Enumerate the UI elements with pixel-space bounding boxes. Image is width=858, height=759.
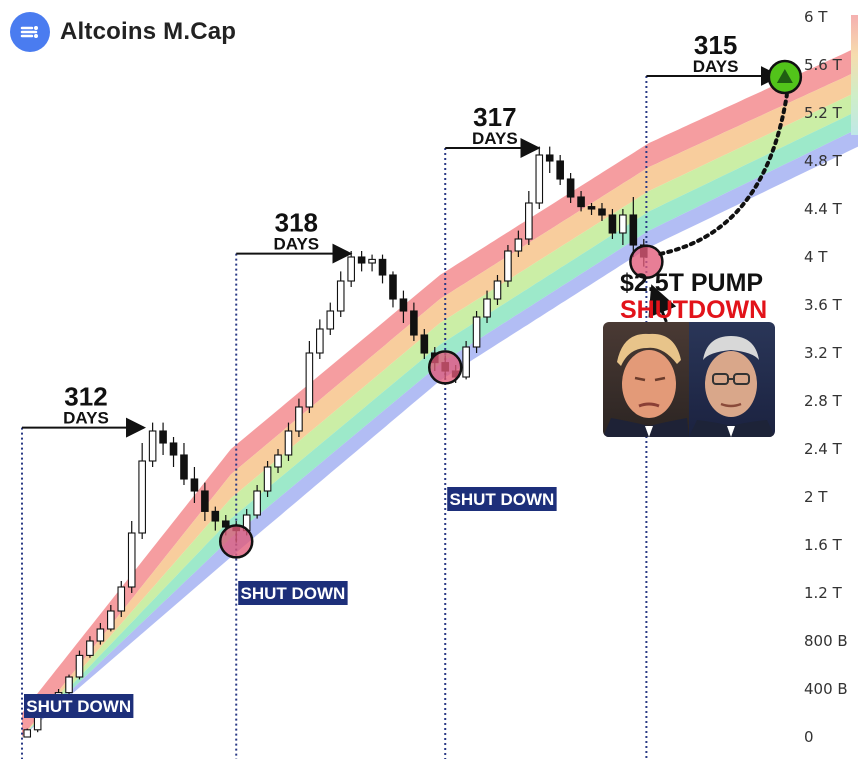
cycle-3-shutdown-badge-text: SHUT DOWN [450,490,555,509]
brand: Altcoins M.Cap [10,12,236,52]
y-tick-label: 4.4 T [804,200,843,218]
candle-body-44 [472,316,481,348]
cycle-1-shutdown-badge-text: SHUT DOWN [26,697,131,716]
legend-strip [851,15,858,135]
candle-body-38 [410,310,418,336]
cycle-2-shutdown-badge-text: SHUT DOWN [241,584,346,603]
cycle-1-days-label: DAYS [63,409,109,428]
annotation: $2.5T PUMP SHUTDOWN [620,269,767,324]
bitcoin-logo-icon [10,12,50,52]
candle-body-54 [577,196,585,208]
y-tick-label: 3.2 T [804,344,843,362]
candle-body-31 [336,280,345,312]
cycle-1-shutdown-badge [24,694,134,718]
candle-body-5 [65,676,73,694]
candle-body-49 [525,202,533,240]
annotation-pump-text: $2.5T PUMP [620,269,763,297]
cycle-1-days-count: 312 [64,382,107,412]
y-tick-label: 4.8 T [804,152,843,170]
candle-body-1 [23,729,32,738]
candle-body-36 [389,274,397,300]
candle-body-37 [399,298,408,312]
candle-body-30 [326,310,335,330]
candle-body-15 [169,442,178,456]
cycle-2-bottom-marker [427,350,463,385]
cycle-3-shutdown-badge [447,487,557,511]
cycle-2-days-label: DAYS [273,235,319,254]
candle-body-56 [598,208,606,216]
candle-body-55 [587,206,596,210]
candle-body-13 [148,430,157,462]
cycle-1-bottom-marker [218,524,254,559]
candle-body-59 [629,214,638,246]
page-title: Altcoins M.Cap [60,18,237,45]
y-tick-label: 1.2 T [804,584,843,602]
candle-body-19 [211,510,220,522]
candle-body-23 [253,490,261,516]
candle-body-58 [619,214,627,234]
candle-body-39 [420,334,429,354]
cycle-3-bottom-marker [629,244,664,280]
candle-body-10 [117,586,126,612]
candle-body-24 [263,466,272,492]
politicians-photo [603,322,775,437]
y-tick-label: 1.6 T [804,536,843,554]
y-tick-label: 400 B [804,680,848,698]
candle-body-26 [284,430,293,456]
candlestick-series [23,146,648,738]
candle-body-50 [535,154,544,204]
candle-body-52 [556,160,564,180]
cycle-3-days-label: DAYS [472,129,518,148]
cycle-2-shutdown-badge [238,581,348,605]
y-tick-label: 2 T [804,488,828,506]
up-triangle-icon [776,69,793,83]
candle-body-6 [75,654,84,678]
y-tick-label: 2.4 T [804,440,843,458]
y-tick-label: 0 [804,728,814,746]
candle-body-11 [127,532,136,588]
candle-body-45 [483,298,491,318]
y-tick-label: 2.8 T [804,392,843,410]
y-tick-label: 3.6 T [804,296,843,314]
candle-body-47 [504,250,512,282]
cycle-4-days-label: DAYS [693,57,739,76]
candle-body-33 [357,256,366,264]
candle-body-25 [274,454,282,468]
candle-body-27 [295,406,303,432]
annotation-arrow [648,284,677,323]
candle-body-48 [514,238,523,252]
cycle-4-days-count: 315 [694,30,737,60]
candle-body-28 [305,352,314,408]
cycle-3-days-count: 317 [473,102,516,132]
y-tick-label: 5.6 T [804,56,843,74]
candle-body-8 [96,628,105,642]
candle-body-35 [378,258,387,276]
candle-body-29 [316,328,324,354]
y-tick-label: 5.2 T [804,104,843,122]
candle-body-9 [107,610,115,630]
candle-body-46 [493,280,502,300]
candle-body-57 [608,214,617,234]
y-tick-label: 4 T [804,248,828,266]
candle-body-32 [347,256,355,282]
candle-body-20 [221,520,230,528]
candle-body-43 [462,346,470,378]
candle-body-53 [566,178,575,198]
candle-body-12 [138,460,146,534]
candle-body-18 [201,490,209,512]
projection-dotted-line [658,93,789,256]
y-tick-label: 6 T [804,8,828,26]
candle-body-34 [368,258,376,264]
candle-body-16 [180,454,188,480]
cycle-2-days-count: 318 [275,208,318,238]
candle-body-7 [86,640,94,656]
candle-body-17 [190,478,199,492]
annotation-shutdown-text: SHUTDOWN [620,296,767,324]
cycle-markers [218,59,803,559]
candle-body-14 [159,430,167,444]
y-axis: 6 T 5.6 T 5.2 T 4.8 T 4.4 T 4 T 3.6 T 3.2 T 2.8 … [804,8,848,746]
candle-body-51 [545,154,554,162]
y-tick-label: 800 B [804,632,848,650]
